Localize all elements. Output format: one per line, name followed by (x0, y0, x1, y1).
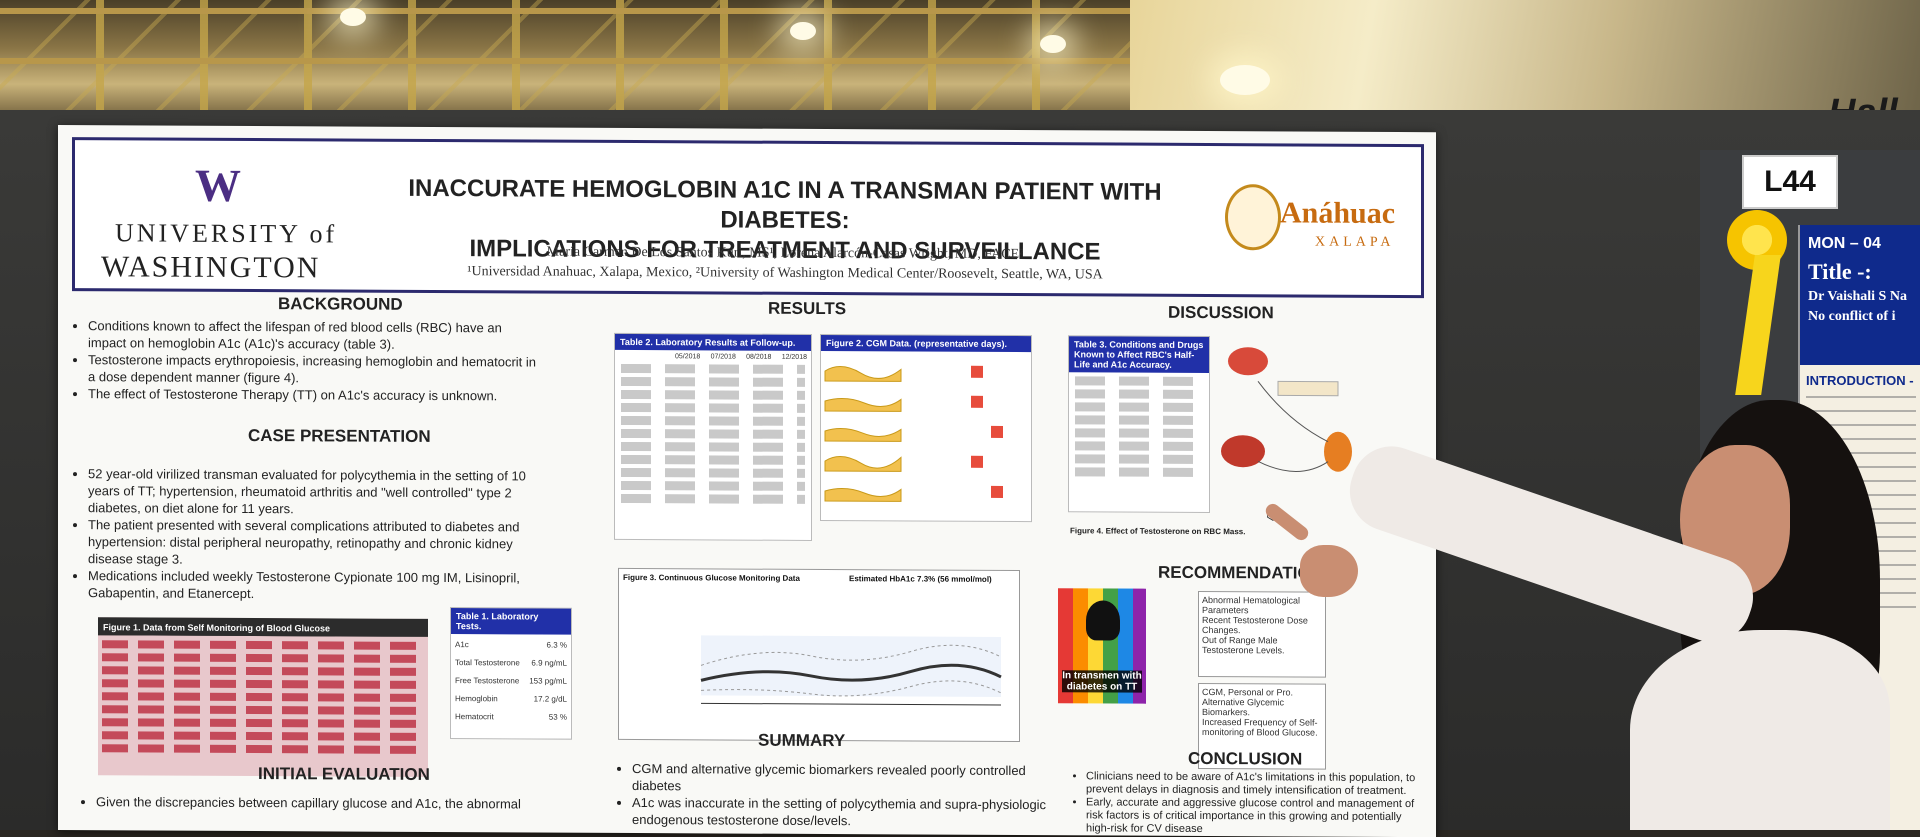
table2-date: 05/2018 (675, 353, 701, 361)
summary-item: A1c was inaccurate in the setting of pol… (632, 794, 1054, 830)
ceiling-truss (0, 0, 1150, 110)
cgm-agp-plot (700, 635, 1002, 706)
poster-affiliations: ¹Universidad Anahuac, Xalapa, Mexico, ²U… (467, 264, 1103, 283)
uw-name-line1: UNIVERSITY of (115, 218, 338, 249)
adjacent-poster-author: Dr Vaishali S Na (1808, 289, 1907, 304)
cgm-mini-traces (824, 365, 1003, 502)
initial-text: Given the discrepancies between capillar… (78, 793, 558, 813)
lab-tests-table: Table 1. Laboratory Tests. A1c 6.3 % Tot… (450, 607, 572, 740)
table3-title: Table 3. Conditions and Drugs Known to A… (1069, 336, 1209, 374)
anahuac-logo: Anáhuac (1280, 196, 1396, 231)
presenter-hand (1300, 545, 1358, 597)
summary-item: CGM and alternative glycemic biomarkers … (632, 760, 1054, 796)
table2-dates: 05/2018 07/2018 08/2018 12/2018 (615, 350, 811, 361)
table1-title: Table 1. Laboratory Tests. (451, 608, 571, 635)
table1-value: 6.9 ng/mL (531, 658, 567, 668)
adjacent-poster-intro: INTRODUCTION - (1806, 373, 1914, 388)
booth-number-label: L44 (1742, 155, 1838, 209)
adjacent-poster-disclosure: No conflict of i (1808, 309, 1896, 324)
uw-name-line2: WASHINGTON (101, 250, 321, 285)
ceiling-beam (0, 8, 1150, 14)
anahuac-seal (1225, 184, 1281, 251)
initial-item: Given the discrepancies between capillar… (96, 793, 558, 812)
table2-date: 08/2018 (746, 353, 772, 361)
recommendation-item: Out of Range Male Testosterone Levels. (1202, 634, 1285, 656)
table1-label: Total Testosterone (455, 658, 520, 668)
adjacent-poster-title: Title -: (1808, 259, 1872, 284)
recommendation-item: Recent Testosterone Dose Changes. (1202, 614, 1308, 636)
figure2-title: Figure 2. CGM Data. (representative days… (821, 334, 1031, 353)
background-text: Conditions known to affect the lifespan … (70, 317, 540, 404)
cgm-glucose-figure: Figure 3. Continuous Glucose Monitoring … (618, 567, 1020, 743)
recommendation-item: Alternative Glycemic Biomarkers. (1202, 696, 1285, 718)
adjacent-poster-id: MON – 04 (1808, 235, 1881, 252)
ceiling-lamp (340, 8, 366, 26)
recommendation-item: Abnormal Hematological Parameters (1202, 594, 1301, 616)
illustration-caption: In transmen with diabetes on TT (1062, 670, 1142, 693)
background-heading: BACKGROUND (278, 294, 403, 314)
conclusion-text: Clinicians need to be aware of A1c's lim… (1068, 770, 1428, 837)
ceiling-beam (0, 58, 1150, 64)
recommendation-item: Increased Frequency of Self-monitoring o… (1202, 716, 1318, 738)
figure1-title: Figure 1. Data from Self Monitoring of B… (98, 619, 336, 637)
uw-logo: W (195, 159, 241, 211)
testosterone-diagram: ⌬ (1221, 347, 1352, 523)
poster-authors-block: María Carmen De Los Santos Kuri, MS¹, Lo… (345, 242, 1225, 287)
discussion-heading: DISCUSSION (1168, 302, 1274, 323)
table1-label: Free Testosterone (455, 676, 520, 686)
table1-value: 6.3 % (546, 640, 567, 650)
adjacent-poster-header: MON – 04 Title -: Dr Vaishali S Na No co… (1800, 225, 1920, 365)
case-item: The patient presented with several compl… (88, 516, 550, 569)
research-poster: W UNIVERSITY of WASHINGTON INACCURATE HE… (58, 125, 1436, 837)
table1-label: Hematocrit (455, 712, 494, 722)
smbg-data-table: Figure 1. Data from Self Monitoring of B… (98, 617, 428, 777)
case-text: 52 year-old virilized transman evaluated… (70, 465, 550, 604)
anahuac-city: XALAPA (1315, 234, 1395, 250)
results-heading: RESULTS (768, 298, 847, 319)
poster-header: W UNIVERSITY of WASHINGTON INACCURATE HE… (72, 137, 1424, 299)
ceiling-lamp (790, 22, 816, 40)
case-heading: CASE PRESENTATION (248, 425, 431, 446)
ceiling-lamp (1040, 35, 1066, 53)
conclusion-item: Clinicians need to be aware of A1c's lim… (1086, 770, 1428, 798)
conditions-table: Table 3. Conditions and Drugs Known to A… (1068, 335, 1210, 514)
recommendation-item: CGM, Personal or Pro. (1202, 686, 1294, 698)
initial-heading: INITIAL EVALUATION (258, 764, 430, 784)
person-silhouette-icon (1086, 600, 1120, 641)
recommendation-box: Abnormal Hematological Parameters Recent… (1198, 590, 1326, 678)
case-item: 52 year-old virilized transman evaluated… (88, 465, 550, 518)
summary-heading: SUMMARY (758, 730, 846, 751)
figure3-estimate: Estimated HbA1c 7.3% (56 mmol/mol) (849, 574, 992, 584)
conclusion-heading: CONCLUSION (1188, 748, 1303, 769)
table2-title: Table 2. Laboratory Results at Follow-up… (615, 333, 811, 351)
case-item: Medications included weekly Testosterone… (88, 567, 550, 603)
table1-value: 17.2 g/dL (533, 694, 567, 704)
ceiling-lamp (1220, 65, 1270, 95)
table2-date: 12/2018 (781, 353, 807, 361)
conclusion-item: Early, accurate and aggressive glucose c… (1086, 796, 1428, 837)
background-item: The effect of Testosterone Therapy (TT) … (88, 385, 540, 404)
table2-date: 07/2018 (710, 353, 736, 361)
followup-lab-table: Table 2. Laboratory Results at Follow-up… (614, 332, 812, 541)
cgm-representative-figure: Figure 2. CGM Data. (representative days… (820, 333, 1032, 523)
table1-value: 153 pg/mL (529, 676, 567, 686)
table1-label: Hemoglobin (455, 694, 498, 704)
poster-title-line1: INACCURATE HEMOGLOBIN A1C IN A TRANSMAN … (408, 174, 1162, 235)
table1-label: A1c (455, 640, 469, 650)
background-item: Testosterone impacts erythropoiesis, inc… (88, 351, 540, 387)
summary-text: CGM and alternative glycemic biomarkers … (614, 760, 1054, 830)
table1-body: A1c 6.3 % Total Testosterone 6.9 ng/mL F… (451, 634, 571, 729)
table1-value: 53 % (548, 712, 567, 722)
background-item: Conditions known to affect the lifespan … (88, 317, 540, 353)
presenter-body (1630, 630, 1890, 830)
